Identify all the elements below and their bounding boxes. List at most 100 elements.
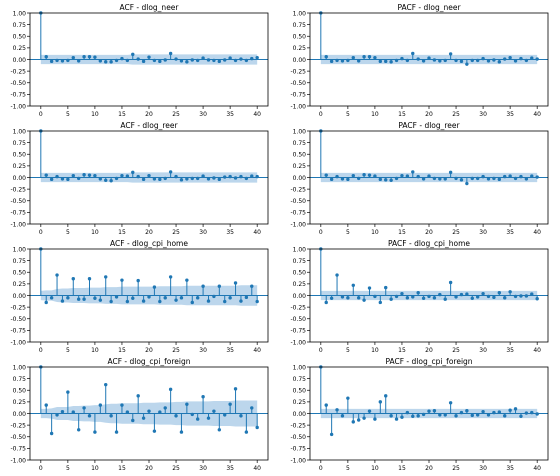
- x-tick-label: 5: [346, 465, 350, 472]
- stem-marker: [223, 299, 227, 304]
- y-tick-label: 0.50: [293, 152, 307, 159]
- stem-marker: [346, 396, 350, 400]
- stem-marker: [470, 413, 474, 418]
- x-tick-label: 20: [145, 347, 153, 354]
- stem-marker: [223, 58, 227, 62]
- y-tick-label: -0.50: [10, 434, 26, 441]
- stem-marker: [384, 285, 388, 290]
- stem-marker: [400, 56, 404, 61]
- stem-marker: [351, 420, 355, 424]
- stem-marker: [217, 428, 222, 432]
- y-tick-label: -0.25: [290, 304, 306, 311]
- stem-marker: [141, 59, 146, 64]
- x-tick-label: 30: [199, 465, 207, 472]
- stem-marker: [503, 414, 507, 418]
- stem-marker: [340, 414, 345, 418]
- y-tick-label: -0.75: [290, 446, 306, 453]
- stem-marker: [255, 55, 259, 60]
- x-tick-label: 10: [91, 111, 99, 118]
- y-tick-label: -0.75: [10, 210, 26, 217]
- y-tick-label: -0.75: [10, 328, 26, 335]
- stem-marker: [71, 173, 75, 178]
- x-tick-label: 40: [533, 111, 541, 118]
- stem-marker: [163, 296, 167, 300]
- stem-marker: [378, 400, 383, 404]
- stem-marker: [346, 58, 350, 63]
- stem-marker: [356, 418, 361, 422]
- stem-marker: [179, 178, 184, 182]
- stem-marker: [340, 177, 345, 181]
- y-tick-label: 1.00: [293, 128, 307, 135]
- stem-marker: [114, 430, 119, 434]
- stem-marker: [60, 59, 65, 63]
- stem-marker: [394, 294, 399, 299]
- x-tick-label: 15: [398, 347, 406, 354]
- x-tick-label: 0: [39, 229, 43, 236]
- x-tick-label: 10: [91, 229, 99, 236]
- stem-marker: [66, 177, 70, 182]
- stem-marker: [185, 278, 189, 282]
- x-tick-label: 0: [319, 347, 323, 354]
- stem-marker: [416, 174, 420, 179]
- stem-marker: [492, 58, 496, 62]
- stem-marker: [459, 410, 464, 415]
- x-tick-label: 10: [371, 347, 379, 354]
- stem-marker: [438, 292, 442, 297]
- stem-marker: [367, 55, 372, 59]
- y-tick-label: -0.50: [10, 316, 26, 323]
- stem-marker: [492, 295, 496, 300]
- stem-marker: [114, 58, 119, 63]
- y-tick-label: -0.50: [290, 198, 306, 205]
- chart-panel: PACF - dlog_cpi_foreign -1.00 -0.75 -0.50 -0…: [290, 357, 549, 472]
- stem-marker: [158, 59, 162, 64]
- stem-marker: [530, 174, 534, 178]
- y-tick-label: -0.75: [290, 210, 306, 217]
- stem-marker: [438, 413, 442, 417]
- stem-marker: [465, 62, 469, 66]
- chart-title: ACF - dlog_neer: [119, 3, 179, 12]
- stem-marker: [530, 410, 534, 415]
- y-tick-label: 0.75: [293, 22, 307, 29]
- x-tick-label: 5: [346, 111, 350, 118]
- stem-marker: [141, 177, 146, 182]
- y-tick-label: -0.25: [290, 186, 306, 193]
- stem-marker: [497, 410, 502, 414]
- stem-marker: [131, 52, 135, 57]
- x-tick-label: 40: [253, 347, 261, 354]
- y-tick-label: -0.25: [290, 68, 306, 75]
- stem-marker: [87, 173, 92, 177]
- stem-marker: [454, 58, 458, 63]
- stem-marker: [535, 412, 539, 416]
- stem-marker: [405, 174, 410, 178]
- stem-marker: [362, 55, 366, 59]
- y-tick-label: 0.25: [13, 163, 27, 170]
- stem-marker: [120, 278, 124, 282]
- stem-marker: [185, 402, 189, 406]
- y-tick-label: 0.00: [293, 57, 307, 64]
- stem-marker: [373, 417, 377, 421]
- x-tick-label: 20: [425, 465, 433, 472]
- stem-marker: [114, 176, 119, 181]
- stem-marker: [93, 296, 97, 300]
- stem-marker: [356, 296, 361, 300]
- x-tick-label: 35: [506, 111, 514, 118]
- stem-marker: [163, 58, 167, 62]
- stem-marker: [503, 57, 507, 61]
- x-tick-label: 15: [118, 347, 126, 354]
- stem-marker: [432, 409, 437, 413]
- stem-marker: [82, 55, 86, 59]
- stem-marker: [475, 295, 480, 299]
- stem-marker: [152, 58, 157, 63]
- stem-marker: [195, 176, 200, 181]
- y-tick-label: 0.75: [13, 22, 27, 29]
- stem-marker: [421, 412, 426, 417]
- x-tick-label: 40: [533, 465, 541, 472]
- stem-marker: [174, 414, 178, 418]
- stem-marker: [329, 59, 334, 64]
- y-tick-label: -1.00: [10, 339, 26, 346]
- stem-marker: [384, 178, 388, 182]
- stem-marker: [104, 382, 108, 387]
- stem-marker: [513, 176, 518, 181]
- x-tick-label: 25: [452, 111, 460, 118]
